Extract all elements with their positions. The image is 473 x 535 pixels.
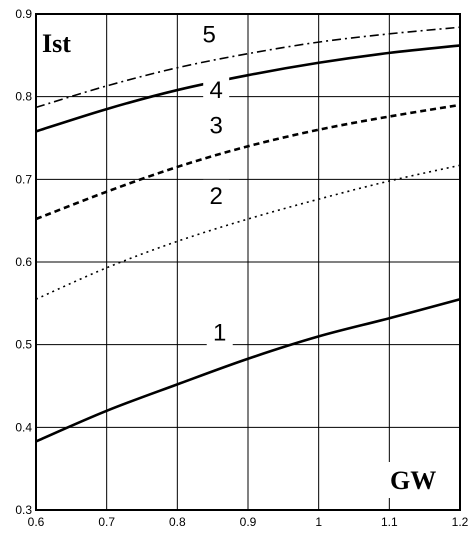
x-tick-label: 0.6 (28, 515, 45, 529)
series-label-4: 4 (210, 77, 223, 104)
series-line-4 (35, 44, 461, 133)
series-label-2: 2 (210, 183, 223, 210)
x-tick-label: 1.1 (381, 515, 398, 529)
y-tick-label: 0.5 (15, 338, 32, 352)
series-label-background (203, 74, 230, 105)
x-axis-title: GW (390, 466, 436, 495)
xlabel-background (384, 462, 458, 498)
grid (36, 14, 460, 510)
tick-labels: 0.6 0.7 0.8 0.9 1 1.1 1.2 0.3 0.4 0.5 0.6 0.7 0.8 0.9 (15, 7, 468, 529)
series-line-1 (35, 297, 461, 443)
y-tick-label: 0.7 (15, 172, 32, 186)
x-tick-label: 1.2 (452, 515, 469, 529)
series-line-3 (35, 103, 461, 221)
series-label-background (196, 18, 223, 49)
series-label-1: 1 (213, 319, 226, 346)
plot-frame (35, 13, 461, 511)
x-tick-label: 1 (315, 515, 322, 529)
y-tick-label: 0.9 (15, 7, 32, 21)
curve-labels: 1 2 3 4 5 (196, 18, 233, 347)
x-tick-label: 0.9 (240, 515, 257, 529)
y-axis-title: Ist (42, 29, 71, 58)
ylabel-background (40, 26, 92, 58)
y-tick-label: 0.8 (15, 90, 32, 104)
series-line-5 (35, 26, 461, 109)
series-label-3: 3 (210, 113, 223, 140)
x-tick-label: 0.7 (98, 515, 115, 529)
y-tick-label: 0.6 (15, 255, 32, 269)
series-label-background (206, 316, 233, 347)
series-line-2 (35, 164, 461, 300)
y-tick-label: 0.3 (15, 503, 32, 517)
series-label-background (203, 109, 230, 140)
curves (35, 26, 461, 443)
series-label-background (203, 179, 230, 210)
x-tick-label: 0.8 (169, 515, 186, 529)
y-tick-label: 0.4 (15, 420, 32, 434)
series-label-5: 5 (202, 22, 215, 49)
